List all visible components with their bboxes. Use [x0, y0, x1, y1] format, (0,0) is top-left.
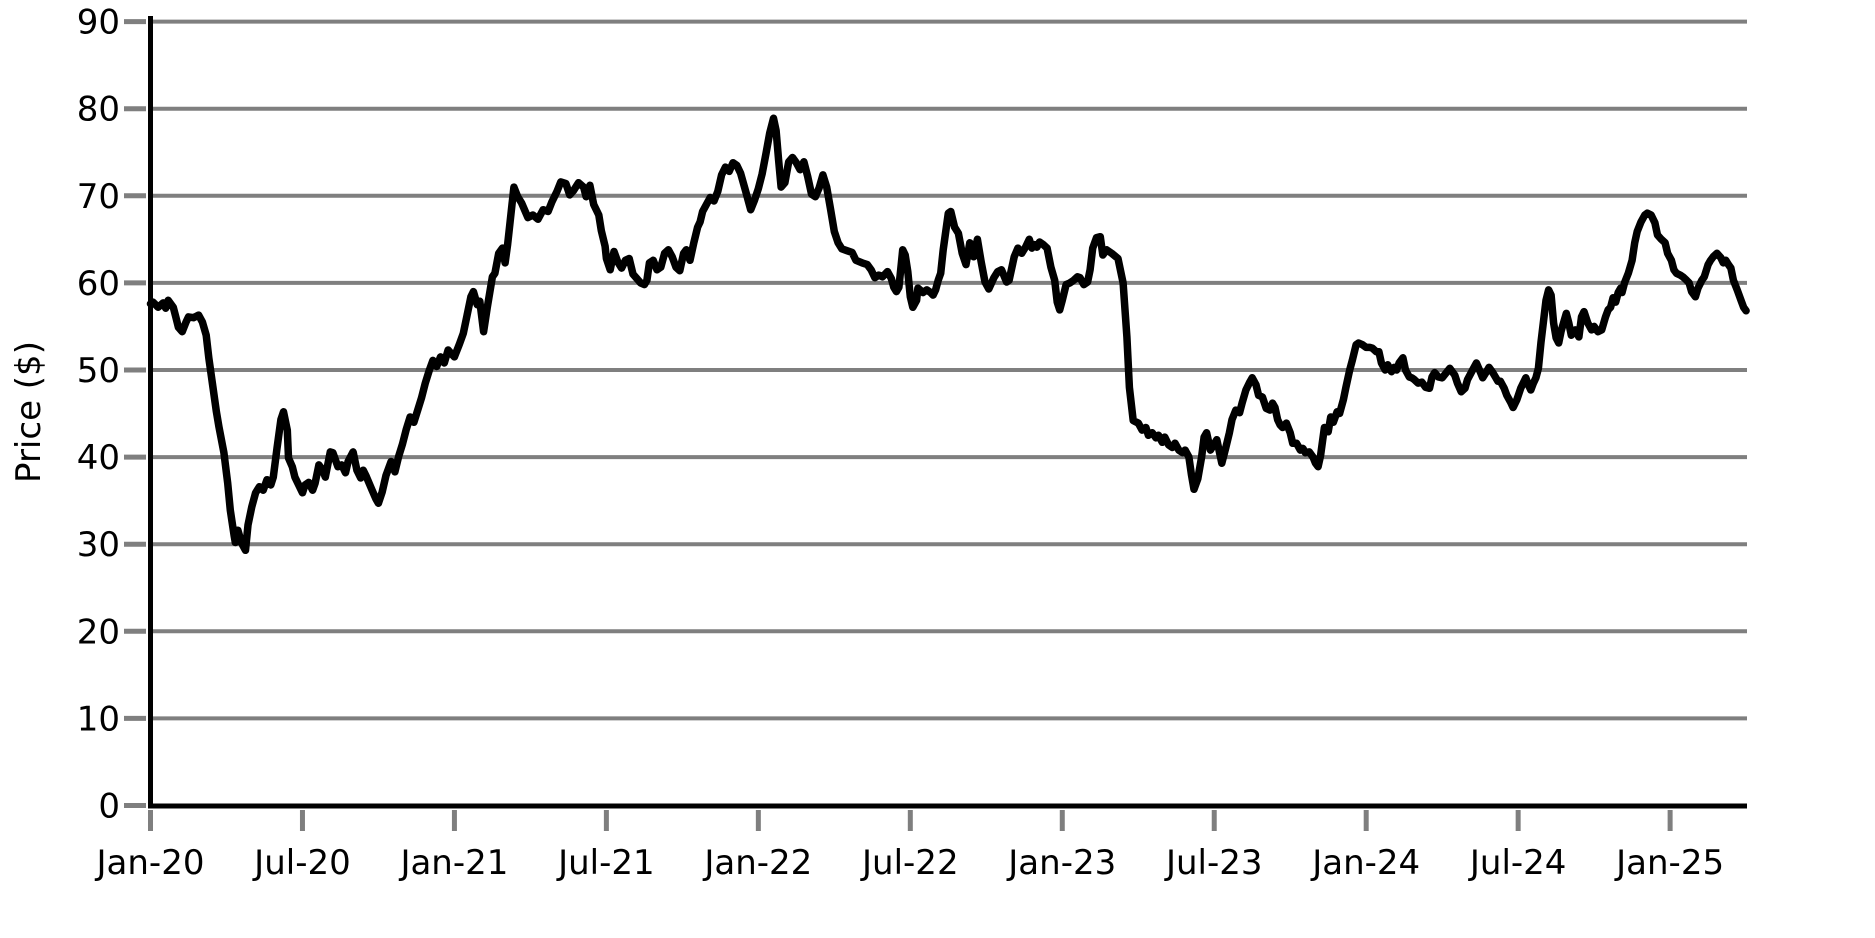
y-tick-label: 20	[77, 612, 120, 652]
x-tick-label: Jul-23	[1164, 843, 1263, 883]
y-tick-label: 60	[77, 264, 120, 304]
x-tick-label: Jan-20	[95, 843, 205, 883]
x-tick-label: Jul-22	[860, 843, 959, 883]
x-tick-label: Jan-21	[398, 843, 508, 883]
x-tick-label: Jan-22	[702, 843, 812, 883]
y-tick-label: 0	[98, 787, 120, 827]
y-tick-label: 30	[77, 525, 120, 565]
y-tick-label: 40	[77, 438, 120, 478]
x-tick-label: Jul-24	[1468, 843, 1567, 883]
series-layer	[146, 114, 1750, 555]
x-tick-label: Jul-21	[556, 843, 655, 883]
ticks-layer: 0 10 20 30 40 50 60 70 80 90 Jan-20 Jul-20 Jan-21 Jul…	[77, 3, 1724, 883]
y-tick-label: 80	[77, 90, 120, 130]
y-tick-label: 50	[77, 351, 120, 391]
y-tick-label: 70	[77, 177, 120, 217]
gridlines-layer	[150, 19, 1747, 721]
axes-layer	[148, 16, 1747, 809]
x-tick-label: Jan-24	[1310, 843, 1420, 883]
x-tick-label: Jul-20	[252, 843, 351, 883]
price-line	[146, 114, 1750, 555]
y-tick-label: 90	[77, 3, 120, 43]
y-tick-label: 10	[77, 699, 120, 739]
y-axis-title: Price ($)	[9, 341, 49, 483]
x-tick-label: Jan-25	[1614, 843, 1724, 883]
x-tick-label: Jan-23	[1006, 843, 1116, 883]
